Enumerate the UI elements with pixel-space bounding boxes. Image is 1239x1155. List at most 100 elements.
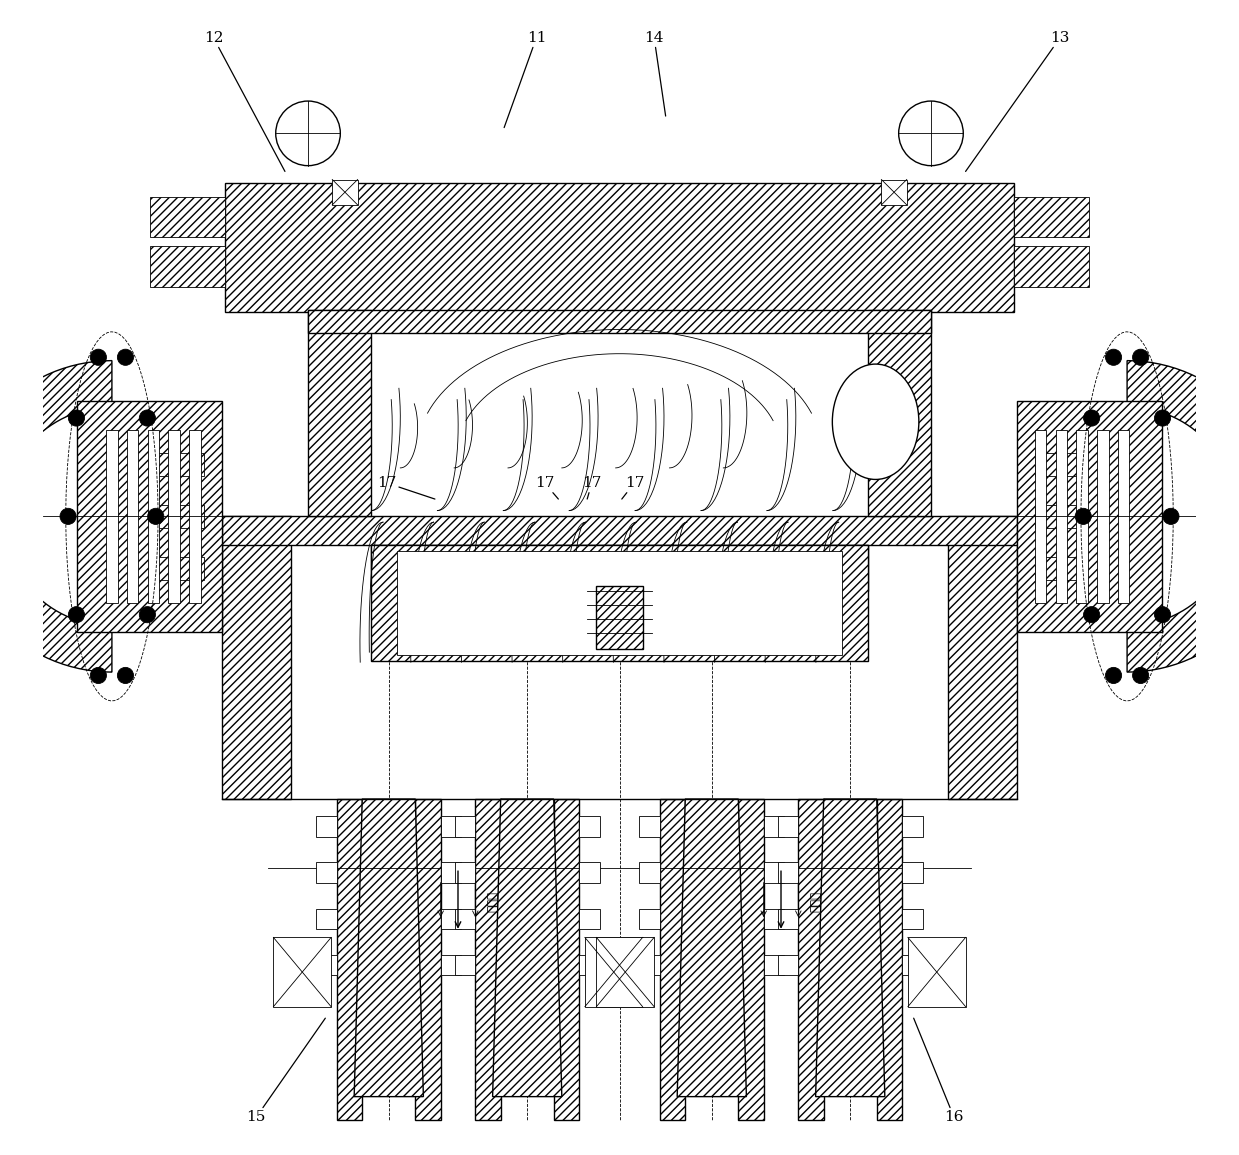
Bar xyxy=(316,863,337,884)
Circle shape xyxy=(1132,349,1149,365)
Text: 13: 13 xyxy=(965,31,1069,171)
Bar xyxy=(881,179,907,204)
Circle shape xyxy=(118,668,134,684)
Bar xyxy=(738,799,763,1119)
Bar xyxy=(902,817,923,837)
Polygon shape xyxy=(354,799,424,1096)
Bar xyxy=(332,179,358,204)
Bar xyxy=(337,799,362,1119)
Bar xyxy=(1077,430,1088,603)
Bar xyxy=(579,817,600,837)
Circle shape xyxy=(1084,410,1100,426)
Circle shape xyxy=(118,349,134,365)
Bar xyxy=(639,909,660,930)
Bar xyxy=(585,938,643,1007)
Bar xyxy=(190,430,201,603)
Bar xyxy=(159,505,204,528)
Bar xyxy=(763,817,784,837)
Bar xyxy=(778,955,798,976)
Bar xyxy=(147,430,159,603)
Bar xyxy=(441,909,461,930)
Bar xyxy=(476,799,501,1119)
Text: 17: 17 xyxy=(377,476,435,499)
Polygon shape xyxy=(678,799,746,1096)
Bar xyxy=(639,817,660,837)
Text: 16: 16 xyxy=(913,1019,964,1124)
Bar xyxy=(579,863,600,884)
Bar xyxy=(877,799,902,1119)
Bar xyxy=(107,430,118,603)
Circle shape xyxy=(90,668,107,684)
Circle shape xyxy=(1105,349,1121,365)
Bar xyxy=(455,955,476,976)
Circle shape xyxy=(898,100,963,165)
Bar xyxy=(372,545,867,591)
Bar xyxy=(455,817,476,837)
Bar xyxy=(150,196,225,237)
Circle shape xyxy=(139,606,155,623)
Bar xyxy=(309,310,930,333)
Bar xyxy=(441,863,461,884)
Bar xyxy=(169,430,180,603)
Circle shape xyxy=(1155,410,1171,426)
Bar xyxy=(1035,430,1047,603)
Bar xyxy=(798,799,824,1119)
Text: 17: 17 xyxy=(582,476,601,499)
Bar xyxy=(126,430,139,603)
Bar xyxy=(1035,505,1080,528)
Bar xyxy=(763,955,784,976)
Bar xyxy=(1017,401,1162,632)
Bar xyxy=(1056,430,1067,603)
Bar xyxy=(1035,453,1080,476)
Bar xyxy=(596,586,643,649)
Circle shape xyxy=(139,410,155,426)
Bar xyxy=(778,863,798,884)
Circle shape xyxy=(68,410,84,426)
Bar xyxy=(150,246,225,286)
Bar xyxy=(1014,196,1089,237)
Bar xyxy=(902,909,923,930)
Bar xyxy=(639,955,660,976)
Bar xyxy=(77,401,222,632)
Circle shape xyxy=(59,508,76,524)
Bar xyxy=(225,182,1014,312)
Bar xyxy=(763,863,784,884)
Bar xyxy=(396,551,843,655)
Bar xyxy=(159,557,204,580)
Bar xyxy=(222,516,291,799)
Circle shape xyxy=(1105,668,1121,684)
Circle shape xyxy=(1075,508,1092,524)
Text: 进气口: 进气口 xyxy=(486,892,499,912)
Ellipse shape xyxy=(833,364,919,479)
Bar xyxy=(579,909,600,930)
Bar xyxy=(372,545,867,661)
Bar xyxy=(316,909,337,930)
Bar xyxy=(455,863,476,884)
Bar xyxy=(948,516,1017,799)
Bar xyxy=(316,955,337,976)
Polygon shape xyxy=(1127,360,1239,672)
Text: 17: 17 xyxy=(535,476,559,499)
Text: 12: 12 xyxy=(203,31,285,171)
Text: 11: 11 xyxy=(504,31,546,127)
Bar xyxy=(660,799,685,1119)
Bar xyxy=(579,955,600,976)
Bar xyxy=(902,955,923,976)
Bar xyxy=(596,938,654,1007)
Circle shape xyxy=(1163,508,1180,524)
Circle shape xyxy=(276,100,341,165)
Text: 15: 15 xyxy=(247,1019,326,1124)
Bar xyxy=(415,799,441,1119)
Circle shape xyxy=(147,508,164,524)
Circle shape xyxy=(1155,606,1171,623)
Bar xyxy=(316,817,337,837)
Bar xyxy=(274,938,331,1007)
Bar xyxy=(309,310,372,516)
Circle shape xyxy=(1084,606,1100,623)
Bar xyxy=(1097,430,1109,603)
Bar xyxy=(441,955,461,976)
Bar xyxy=(763,909,784,930)
Circle shape xyxy=(68,606,84,623)
Text: 17: 17 xyxy=(622,476,644,499)
Circle shape xyxy=(1132,668,1149,684)
